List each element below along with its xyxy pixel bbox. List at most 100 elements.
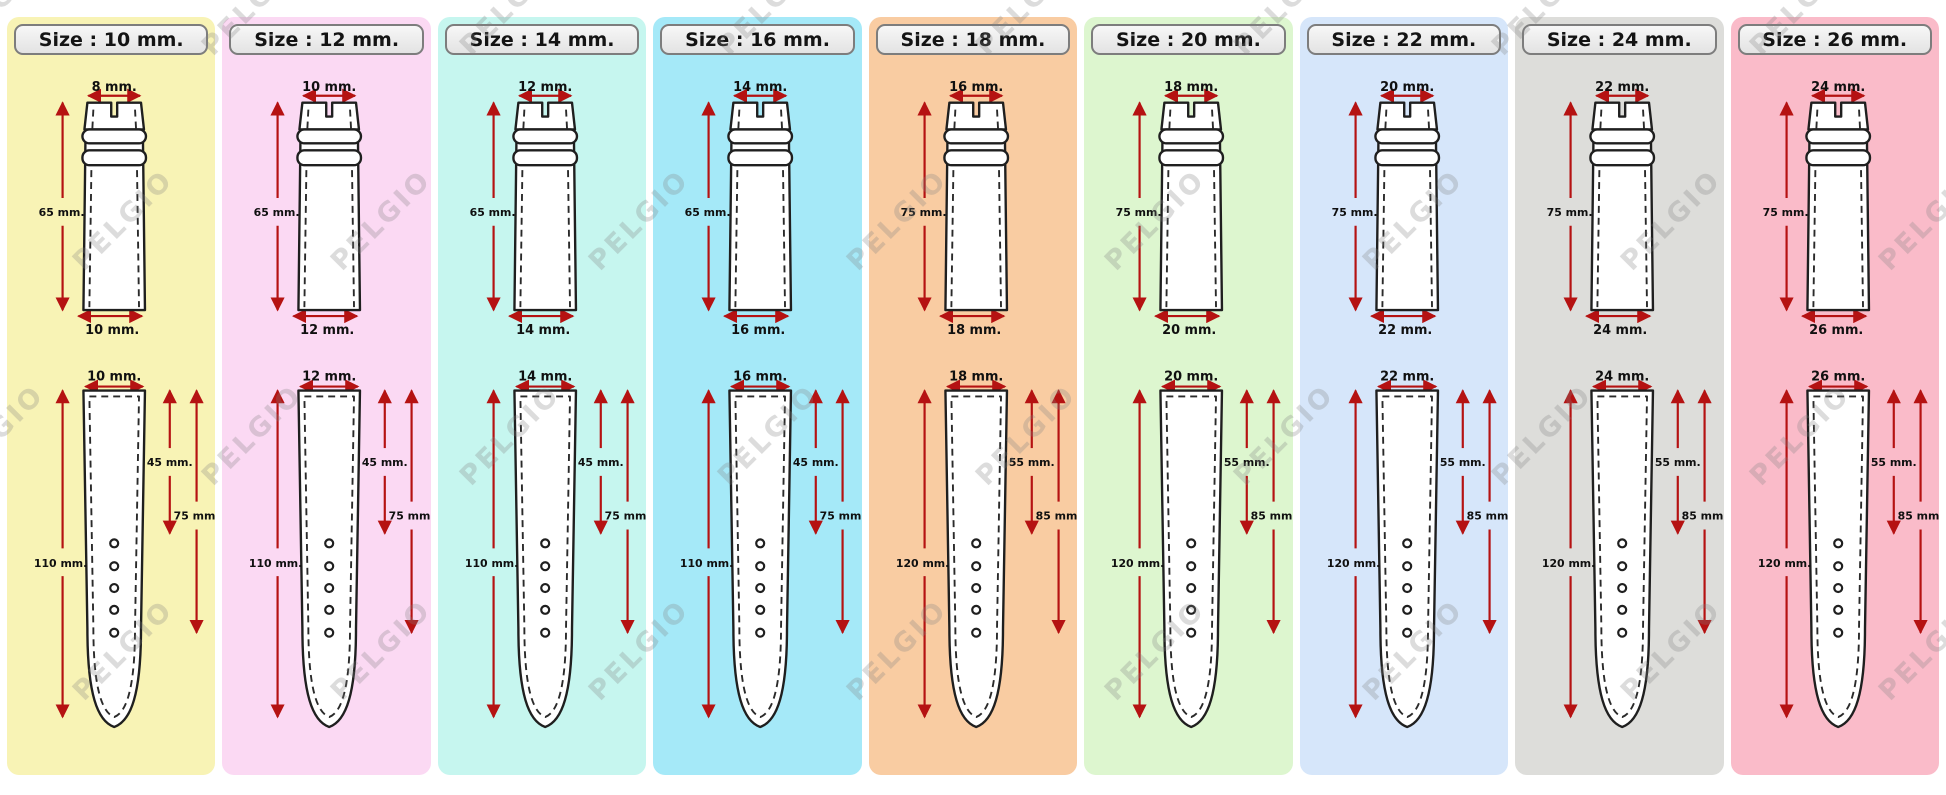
tail-first-hole-label: 45 mm. <box>578 456 624 469</box>
strap-hole <box>1832 561 1843 572</box>
tail-last-hole-label: 75 mm. <box>389 510 431 523</box>
tail-first-hole-label: 55 mm. <box>1870 456 1916 469</box>
buckle-length-label: 65 mm. <box>470 206 516 219</box>
strap-hole <box>1401 538 1412 549</box>
tail-last-hole-label: 75 mm. <box>820 510 862 523</box>
strap-hole <box>1186 561 1197 572</box>
strap-hole <box>324 604 335 615</box>
strap-hole <box>1401 604 1412 615</box>
strap-hole <box>1401 582 1412 594</box>
keeper-loop-2 <box>942 149 1009 167</box>
tail-outline <box>1590 389 1655 729</box>
buckle-body-outline <box>1159 141 1224 312</box>
tail-last-hole-label: 75 mm. <box>174 510 216 523</box>
buckle-bottom-width-label: 12 mm. <box>301 323 355 338</box>
buckle-strap-drawing <box>1804 101 1871 312</box>
tail-first-hole-label: 55 mm. <box>1655 456 1701 469</box>
tab-stitch-right <box>134 109 137 129</box>
tab-stitch-right <box>349 109 353 129</box>
keeper-loop-1 <box>727 128 794 145</box>
keeper-loop-2 <box>512 149 579 167</box>
tail-length-label: 110 mm. <box>680 557 733 570</box>
buckle-top-width-label: 10 mm. <box>303 80 357 95</box>
buckle-strap-dimension-arrows <box>701 88 790 324</box>
tail-strap-drawing <box>82 389 147 729</box>
tail-strap-drawing <box>728 389 793 729</box>
tab-stitch-left <box>522 109 526 129</box>
strap-hole <box>1832 582 1843 594</box>
buckle-body-outline <box>1590 141 1655 312</box>
strap-hole <box>109 582 120 594</box>
buckle-top-width-label: 12 mm. <box>518 80 572 95</box>
tab-stitch-left <box>1168 109 1172 129</box>
tail-last-hole-label: 85 mm. <box>1682 510 1724 523</box>
tail-top-width-label: 20 mm. <box>1164 370 1218 385</box>
strap-hole <box>1186 582 1197 594</box>
strap-hole <box>1617 582 1628 594</box>
buckle-length-label: 65 mm. <box>254 206 300 219</box>
size-panel: Size : 20 mm. 18 mm. 75 mm. 20 mm <box>1084 17 1293 775</box>
tail-outline <box>1159 389 1224 729</box>
buckle-strap-drawing <box>727 101 794 312</box>
strap-hole <box>324 538 335 549</box>
strap-size-diagram: 10 mm. 65 mm. 12 mm. <box>249 80 431 729</box>
tail-stitch <box>519 395 571 719</box>
tail-top-width-label: 10 mm. <box>87 370 141 385</box>
tail-stitch <box>1381 395 1433 719</box>
tail-length-label: 120 mm. <box>1542 557 1595 570</box>
buckle-strap-dimension-arrows <box>55 88 144 324</box>
keeper-loop-1 <box>512 128 579 145</box>
strap-hole <box>1617 561 1628 572</box>
tail-strap-drawing <box>943 389 1008 729</box>
strap-hole <box>540 538 551 549</box>
keeper-loop-1 <box>81 128 148 145</box>
strap-hole <box>970 538 982 549</box>
size-header-badge: Size : 24 mm. <box>1522 24 1717 55</box>
strap-size-diagram: 16 mm. 75 mm. 18 mm. <box>896 80 1077 729</box>
strap-hole <box>1617 627 1628 638</box>
strap-hole <box>970 561 982 572</box>
buckle-bottom-width-label: 24 mm. <box>1593 323 1647 338</box>
tab-stitch-right <box>1426 109 1430 129</box>
tab-stitch-right <box>564 109 568 129</box>
size-panel: Size : 22 mm. 20 mm. 75 mm. 22 mm <box>1299 17 1509 775</box>
buckle-bottom-width-label: 20 mm. <box>1162 323 1216 338</box>
tail-strap-drawing <box>1805 389 1870 729</box>
keeper-loop-2 <box>1804 149 1871 167</box>
tail-length-label: 110 mm. <box>249 557 302 570</box>
tail-outline <box>513 389 578 729</box>
size-header-badge: Size : 10 mm. <box>14 24 209 55</box>
strap-hole <box>324 582 335 594</box>
tail-strap-dimension-arrows <box>1563 379 1712 719</box>
tab-stitch-left <box>1814 109 1818 129</box>
buckle-bottom-width-label: 10 mm. <box>85 323 139 338</box>
strap-hole <box>109 538 120 549</box>
strap-hole <box>755 582 766 594</box>
buckle-strap-dimension-arrows <box>1778 88 1867 324</box>
tail-first-hole-label: 55 mm. <box>1009 456 1055 469</box>
tail-last-hole-label: 85 mm. <box>1466 510 1508 523</box>
buckle-strap-drawing <box>1589 101 1656 312</box>
keeper-loop-1 <box>1373 128 1440 145</box>
strap-size-diagram: 12 mm. 65 mm. 14 mm. <box>465 80 646 729</box>
strap-hole <box>324 561 335 572</box>
strap-size-diagram: 14 mm. 65 mm. 16 mm. <box>680 80 862 729</box>
strap-hole <box>1832 627 1843 638</box>
keeper-loop-2 <box>1589 149 1656 167</box>
tail-length-label: 120 mm. <box>1111 557 1164 570</box>
strap-hole <box>109 604 120 615</box>
tab-stitch-left <box>953 109 957 129</box>
strap-size-diagram: 8 mm. 65 mm. 10 mm. <box>34 80 216 729</box>
tail-outline <box>297 389 362 729</box>
strap-hole <box>1186 627 1197 638</box>
keeper-loop-2 <box>1373 149 1440 167</box>
buckle-body-outline <box>943 141 1008 312</box>
tail-first-hole-label: 55 mm. <box>1439 456 1485 469</box>
strap-hole <box>1832 538 1843 549</box>
strap-hole <box>540 604 551 615</box>
buckle-bottom-width-label: 26 mm. <box>1809 323 1863 338</box>
tab-stitch-left <box>1599 109 1603 129</box>
tail-top-width-label: 16 mm. <box>733 370 787 385</box>
tail-last-hole-label: 85 mm. <box>1251 510 1293 523</box>
strap-hole <box>109 561 120 572</box>
